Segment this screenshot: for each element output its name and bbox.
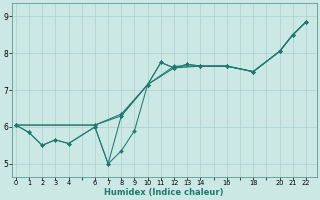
X-axis label: Humidex (Indice chaleur): Humidex (Indice chaleur) [104, 188, 224, 197]
